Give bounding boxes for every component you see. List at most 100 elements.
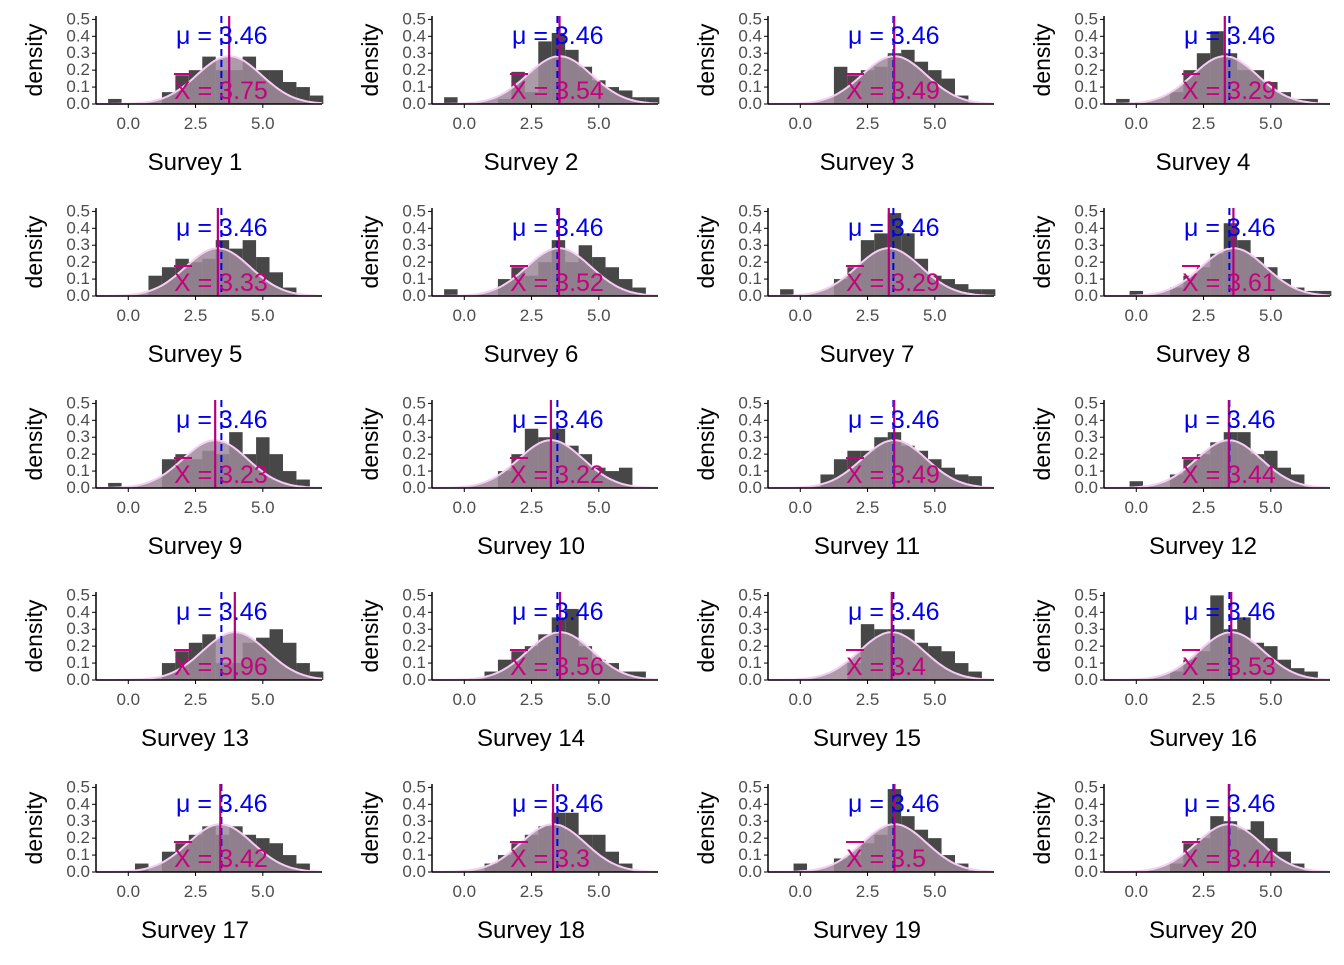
y-tick-label: 0.3	[738, 235, 762, 254]
sample-mean-value: 3.56	[555, 653, 604, 681]
sample-mean-value: 3.44	[1227, 845, 1276, 873]
y-tick-label: 0.3	[738, 619, 762, 638]
x-axis-title: Survey 8	[1156, 341, 1251, 368]
x-axis-title: Survey 9	[148, 533, 243, 560]
y-tick-label: 0.2	[66, 60, 90, 79]
y-tick-label: 0.1	[66, 269, 90, 288]
density-area	[1104, 56, 1330, 104]
histogram-panel: 0.00.10.20.30.40.50.0 2.5 5.0densitySurvey…	[357, 201, 659, 368]
mu-label-prefix: μ =	[1184, 22, 1227, 50]
mu-value: 3.46	[891, 214, 940, 242]
xbar-label-prefix: X =	[174, 461, 219, 489]
y-tick-label: 0.3	[1074, 235, 1098, 254]
sample-mean-annotation: X = 3.75	[174, 77, 268, 105]
sample-mean-value: 3.22	[555, 461, 604, 489]
mu-annotation: μ = 3.46	[848, 214, 940, 242]
y-tick-label: 0.1	[1074, 845, 1098, 864]
xbar-label-prefix: X =	[1182, 845, 1227, 873]
sample-mean-annotation: X = 3.96	[174, 653, 268, 681]
x-tick-label: 0.0	[788, 306, 812, 325]
histogram-panel: 0.00.10.20.30.40.50.0 2.5 5.0densitySurvey…	[357, 9, 660, 176]
histogram-bar	[1317, 290, 1332, 296]
x-axis-title: Survey 6	[484, 341, 579, 368]
density-curve	[1104, 247, 1331, 297]
x-tick-label: 5.0	[923, 114, 947, 133]
x-tick-label: 2.5	[520, 498, 544, 517]
x-tick-label: 5.0	[1259, 498, 1283, 517]
sample-mean-annotation: X = 3.29	[1182, 77, 1276, 105]
x-tick-label: 2.5	[520, 690, 544, 709]
x-tick-label: 0.0	[1124, 114, 1148, 133]
mu-annotation: μ = 3.46	[512, 406, 604, 434]
xbar-label-prefix: X =	[1182, 461, 1227, 489]
y-axis-label: density	[1029, 23, 1055, 96]
sample-mean-annotation: X = 3.44	[1182, 461, 1276, 489]
x-tick-label: 0.0	[452, 882, 476, 901]
y-tick-label: 0.1	[402, 653, 426, 672]
x-tick-label: 2.5	[184, 114, 208, 133]
xbar-label-prefix: X =	[174, 269, 219, 297]
y-tick-label: 0.5	[738, 9, 762, 28]
x-tick-label: 5.0	[923, 690, 947, 709]
y-tick-label: 0.2	[66, 828, 90, 847]
y-tick-label: 0.1	[402, 77, 426, 96]
y-axis-label: density	[21, 215, 47, 288]
y-tick-label: 0.1	[1074, 77, 1098, 96]
y-tick-label: 0.2	[402, 60, 426, 79]
x-axis-title: Survey 3	[820, 149, 915, 176]
x-tick-label: 5.0	[1259, 114, 1283, 133]
y-tick-label: 0.4	[738, 794, 762, 813]
density-curve	[767, 247, 995, 297]
y-tick-label: 0.0	[402, 862, 426, 881]
mu-annotation: μ = 3.46	[176, 406, 268, 434]
y-tick-label: 0.3	[402, 619, 426, 638]
y-tick-label: 0.3	[66, 427, 90, 446]
mu-annotation: μ = 3.46	[848, 598, 940, 626]
sample-mean-value: 3.96	[219, 653, 268, 681]
y-tick-label: 0.2	[1074, 444, 1098, 463]
histogram-panel: 0.00.10.20.30.40.50.0 2.5 5.0densitySurvey…	[21, 777, 323, 944]
x-tick-label: 5.0	[587, 882, 611, 901]
density-area	[1104, 248, 1330, 296]
x-tick-label: 5.0	[587, 498, 611, 517]
y-tick-label: 0.2	[66, 636, 90, 655]
histogram-bar	[1129, 290, 1144, 296]
y-tick-label: 0.1	[738, 269, 762, 288]
y-tick-label: 0.2	[1074, 636, 1098, 655]
y-tick-label: 0.4	[738, 218, 762, 237]
x-tick-label: 2.5	[1192, 882, 1216, 901]
xbar-label-prefix: X =	[1182, 77, 1227, 105]
density-area	[432, 56, 658, 104]
histogram-bar	[309, 671, 324, 680]
y-axis-label: density	[1029, 407, 1055, 480]
x-tick-label: 2.5	[1192, 114, 1216, 133]
x-tick-label: 2.5	[520, 114, 544, 133]
x-axis-title: Survey 1	[148, 149, 243, 176]
sample-mean-value: 3.44	[1227, 461, 1276, 489]
y-tick-label: 0.5	[66, 9, 90, 28]
histogram-bar	[108, 482, 122, 488]
histogram-bar	[444, 289, 458, 296]
mu-value: 3.46	[219, 22, 268, 50]
mu-value: 3.46	[219, 790, 268, 818]
sample-mean-annotation: X = 3.54	[510, 77, 604, 105]
sample-mean-annotation: X = 3.56	[510, 653, 604, 681]
mu-value: 3.46	[1227, 790, 1276, 818]
mu-label-prefix: μ =	[1184, 214, 1227, 242]
x-tick-label: 5.0	[251, 690, 275, 709]
x-axis-title: Survey 19	[813, 917, 921, 944]
y-tick-label: 0.1	[1074, 461, 1098, 480]
density-curve	[432, 631, 659, 681]
x-tick-label: 0.0	[452, 498, 476, 517]
histogram-panel: 0.00.10.20.30.40.50.0 2.5 5.0densitySurvey…	[693, 9, 995, 176]
mu-value: 3.46	[219, 214, 268, 242]
y-axis-label: density	[1029, 215, 1055, 288]
density-area	[96, 440, 322, 488]
xbar-label-prefix: X =	[846, 845, 891, 873]
mu-value: 3.46	[555, 406, 604, 434]
sample-mean-value: 3.61	[1227, 269, 1276, 297]
y-tick-label: 0.0	[738, 286, 762, 305]
y-tick-label: 0.0	[1074, 286, 1098, 305]
y-tick-label: 0.3	[1074, 619, 1098, 638]
y-tick-label: 0.5	[1074, 201, 1098, 220]
